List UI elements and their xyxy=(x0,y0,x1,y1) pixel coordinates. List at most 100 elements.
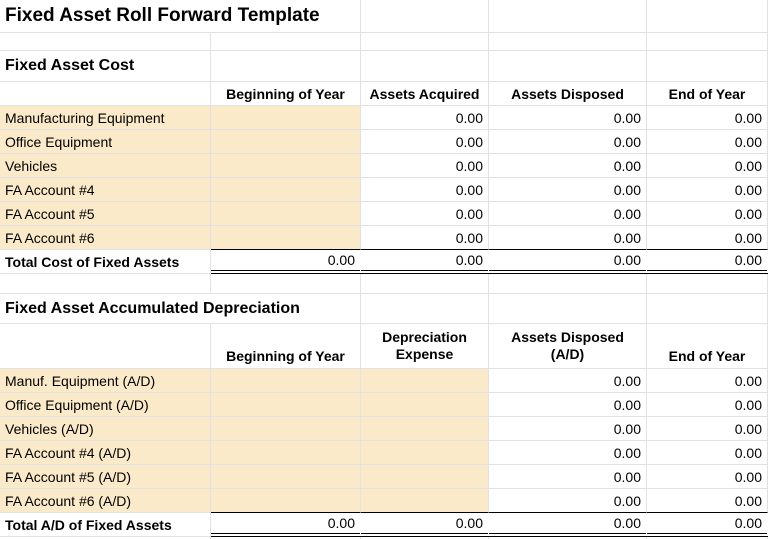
row-label-cell[interactable]: Office Equipment xyxy=(0,130,211,154)
input-cell-beginning-of-year[interactable] xyxy=(211,417,361,441)
value-cell-end-of-year[interactable]: 0.00 xyxy=(647,417,768,441)
value-cell-assets-acquired[interactable]: 0.00 xyxy=(361,178,489,202)
value-cell-end-of-year[interactable]: 0.00 xyxy=(647,106,768,130)
input-cell-depreciation-expense[interactable] xyxy=(361,489,489,513)
col-header-beginning-of-year[interactable]: Beginning of Year xyxy=(211,82,361,106)
row-label-cell[interactable]: FA Account #6 xyxy=(0,226,211,250)
empty-cell[interactable] xyxy=(361,537,489,539)
empty-cell[interactable] xyxy=(211,51,361,82)
empty-cell[interactable] xyxy=(489,0,647,33)
value-cell-assets-disposed[interactable]: 0.00 xyxy=(489,226,647,250)
col-header-beginning-of-year[interactable]: Beginning of Year xyxy=(211,324,361,369)
total-value-cell[interactable]: 0.00 xyxy=(361,513,489,537)
empty-cell[interactable] xyxy=(211,274,361,294)
value-cell-assets-disposed-ad[interactable]: 0.00 xyxy=(489,369,647,393)
col-header-assets-disposed-ad[interactable]: Assets Disposed (A/D) xyxy=(489,324,647,369)
row-label-cell[interactable]: Manufacturing Equipment xyxy=(0,106,211,130)
col-header-depreciation-expense[interactable]: Depreciation Expense xyxy=(361,324,489,369)
row-label-cell[interactable]: FA Account #5 (A/D) xyxy=(0,465,211,489)
value-cell-end-of-year[interactable]: 0.00 xyxy=(647,226,768,250)
empty-cell[interactable] xyxy=(647,274,768,294)
input-cell-depreciation-expense[interactable] xyxy=(361,393,489,417)
value-cell-end-of-year[interactable]: 0.00 xyxy=(647,465,768,489)
input-cell-beginning-of-year[interactable] xyxy=(211,489,361,513)
value-cell-end-of-year[interactable]: 0.00 xyxy=(647,441,768,465)
empty-cell[interactable] xyxy=(211,537,361,539)
empty-cell[interactable] xyxy=(211,33,361,51)
input-cell-depreciation-expense[interactable] xyxy=(361,417,489,441)
row-label-cell[interactable]: FA Account #4 xyxy=(0,178,211,202)
empty-cell[interactable] xyxy=(489,537,647,539)
col-header-assets-acquired[interactable]: Assets Acquired xyxy=(361,82,489,106)
value-cell-assets-acquired[interactable]: 0.00 xyxy=(361,106,489,130)
empty-cell[interactable] xyxy=(361,51,489,82)
section-heading-cell[interactable]: Fixed Asset Cost xyxy=(0,51,211,82)
value-cell-end-of-year[interactable]: 0.00 xyxy=(647,393,768,417)
value-cell-assets-acquired[interactable]: 0.00 xyxy=(361,130,489,154)
empty-cell[interactable] xyxy=(0,324,211,369)
total-value-cell[interactable]: 0.00 xyxy=(647,513,768,537)
value-cell-assets-acquired[interactable]: 0.00 xyxy=(361,226,489,250)
empty-cell[interactable] xyxy=(489,294,647,324)
value-cell-end-of-year[interactable]: 0.00 xyxy=(647,130,768,154)
empty-cell[interactable] xyxy=(647,51,768,82)
row-label-cell[interactable]: FA Account #6 (A/D) xyxy=(0,489,211,513)
total-value-cell[interactable]: 0.00 xyxy=(211,513,361,537)
input-cell-depreciation-expense[interactable] xyxy=(361,369,489,393)
empty-cell[interactable] xyxy=(489,33,647,51)
empty-cell[interactable] xyxy=(489,51,647,82)
empty-cell[interactable] xyxy=(489,274,647,294)
input-cell-beginning-of-year[interactable] xyxy=(211,130,361,154)
col-header-end-of-year[interactable]: End of Year xyxy=(647,82,768,106)
input-cell-depreciation-expense[interactable] xyxy=(361,441,489,465)
input-cell-beginning-of-year[interactable] xyxy=(211,106,361,130)
value-cell-assets-acquired[interactable]: 0.00 xyxy=(361,202,489,226)
input-cell-beginning-of-year[interactable] xyxy=(211,202,361,226)
section-heading-cell[interactable]: Fixed Asset Accumulated Depreciation xyxy=(0,294,361,324)
empty-cell[interactable] xyxy=(647,33,768,51)
input-cell-beginning-of-year[interactable] xyxy=(211,369,361,393)
row-label-cell[interactable]: Vehicles xyxy=(0,154,211,178)
input-cell-beginning-of-year[interactable] xyxy=(211,178,361,202)
total-value-cell[interactable]: 0.00 xyxy=(647,250,768,274)
empty-cell[interactable] xyxy=(0,33,211,51)
value-cell-assets-disposed-ad[interactable]: 0.00 xyxy=(489,489,647,513)
value-cell-assets-disposed[interactable]: 0.00 xyxy=(489,130,647,154)
total-value-cell[interactable]: 0.00 xyxy=(211,250,361,274)
value-cell-end-of-year[interactable]: 0.00 xyxy=(647,369,768,393)
row-label-cell[interactable]: Office Equipment (A/D) xyxy=(0,393,211,417)
empty-cell[interactable] xyxy=(361,294,489,324)
total-value-cell[interactable]: 0.00 xyxy=(489,513,647,537)
value-cell-assets-disposed[interactable]: 0.00 xyxy=(489,106,647,130)
row-label-cell[interactable]: FA Account #4 (A/D) xyxy=(0,441,211,465)
empty-cell[interactable] xyxy=(0,537,211,539)
empty-cell[interactable] xyxy=(0,82,211,106)
value-cell-assets-disposed-ad[interactable]: 0.00 xyxy=(489,441,647,465)
value-cell-end-of-year[interactable]: 0.00 xyxy=(647,202,768,226)
empty-cell[interactable] xyxy=(647,294,768,324)
row-label-cell[interactable]: FA Account #5 xyxy=(0,202,211,226)
col-header-end-of-year[interactable]: End of Year xyxy=(647,324,768,369)
input-cell-beginning-of-year[interactable] xyxy=(211,393,361,417)
row-label-cell[interactable]: Manuf. Equipment (A/D) xyxy=(0,369,211,393)
input-cell-beginning-of-year[interactable] xyxy=(211,441,361,465)
total-label-cell[interactable]: Total A/D of Fixed Assets xyxy=(0,513,211,537)
value-cell-assets-acquired[interactable]: 0.00 xyxy=(361,154,489,178)
value-cell-end-of-year[interactable]: 0.00 xyxy=(647,489,768,513)
empty-cell[interactable] xyxy=(361,274,489,294)
input-cell-depreciation-expense[interactable] xyxy=(361,465,489,489)
col-header-assets-disposed[interactable]: Assets Disposed xyxy=(489,82,647,106)
value-cell-assets-disposed[interactable]: 0.00 xyxy=(489,154,647,178)
empty-cell[interactable] xyxy=(647,0,768,33)
value-cell-end-of-year[interactable]: 0.00 xyxy=(647,178,768,202)
value-cell-end-of-year[interactable]: 0.00 xyxy=(647,154,768,178)
title-cell[interactable]: Fixed Asset Roll Forward Template xyxy=(0,0,361,33)
empty-cell[interactable] xyxy=(361,33,489,51)
row-label-cell[interactable]: Vehicles (A/D) xyxy=(0,417,211,441)
value-cell-assets-disposed[interactable]: 0.00 xyxy=(489,202,647,226)
empty-cell[interactable] xyxy=(361,0,489,33)
total-label-cell[interactable]: Total Cost of Fixed Assets xyxy=(0,250,211,274)
input-cell-beginning-of-year[interactable] xyxy=(211,465,361,489)
value-cell-assets-disposed[interactable]: 0.00 xyxy=(489,178,647,202)
total-value-cell[interactable]: 0.00 xyxy=(489,250,647,274)
